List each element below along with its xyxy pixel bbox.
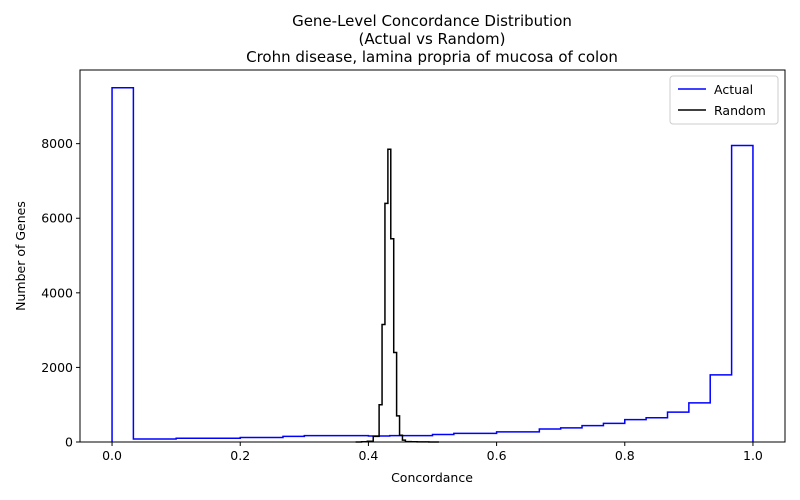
y-tick-label: 8000 [41,136,73,151]
legend-label-random: Random [714,103,766,118]
x-axis-ticks: 0.0 0.2 0.4 0.6 0.8 1.0 [102,442,763,463]
y-axis-label: Number of Genes [13,201,28,311]
plot-area [80,70,785,442]
x-tick-label: 0.8 [615,448,635,463]
y-tick-label: 6000 [41,211,73,226]
x-tick-label: 0.6 [487,448,507,463]
x-tick-label: 0.4 [358,448,378,463]
chart-title: Gene-Level Concordance Distribution (Act… [246,12,618,66]
plot-frame [79,69,786,443]
y-tick-label: 2000 [41,360,73,375]
x-axis-label: Concordance [391,470,473,485]
chart-title-line-2: (Actual vs Random) [358,30,505,48]
y-axis-ticks: 0 2000 4000 6000 8000 [41,136,80,450]
chart-title-line-3: Crohn disease, lamina propria of mucosa … [246,48,618,66]
legend-box [669,75,779,125]
chart-title-line-1: Gene-Level Concordance Distribution [292,12,572,30]
series-actual-line [111,86,754,442]
y-tick-label: 4000 [41,285,73,300]
x-tick-label: 0.2 [230,448,250,463]
x-tick-label: 0.0 [102,448,122,463]
legend: Actual Random [669,75,779,125]
x-tick-label: 1.0 [743,448,763,463]
legend-label-actual: Actual [714,82,753,97]
y-tick-label: 0 [65,435,73,450]
